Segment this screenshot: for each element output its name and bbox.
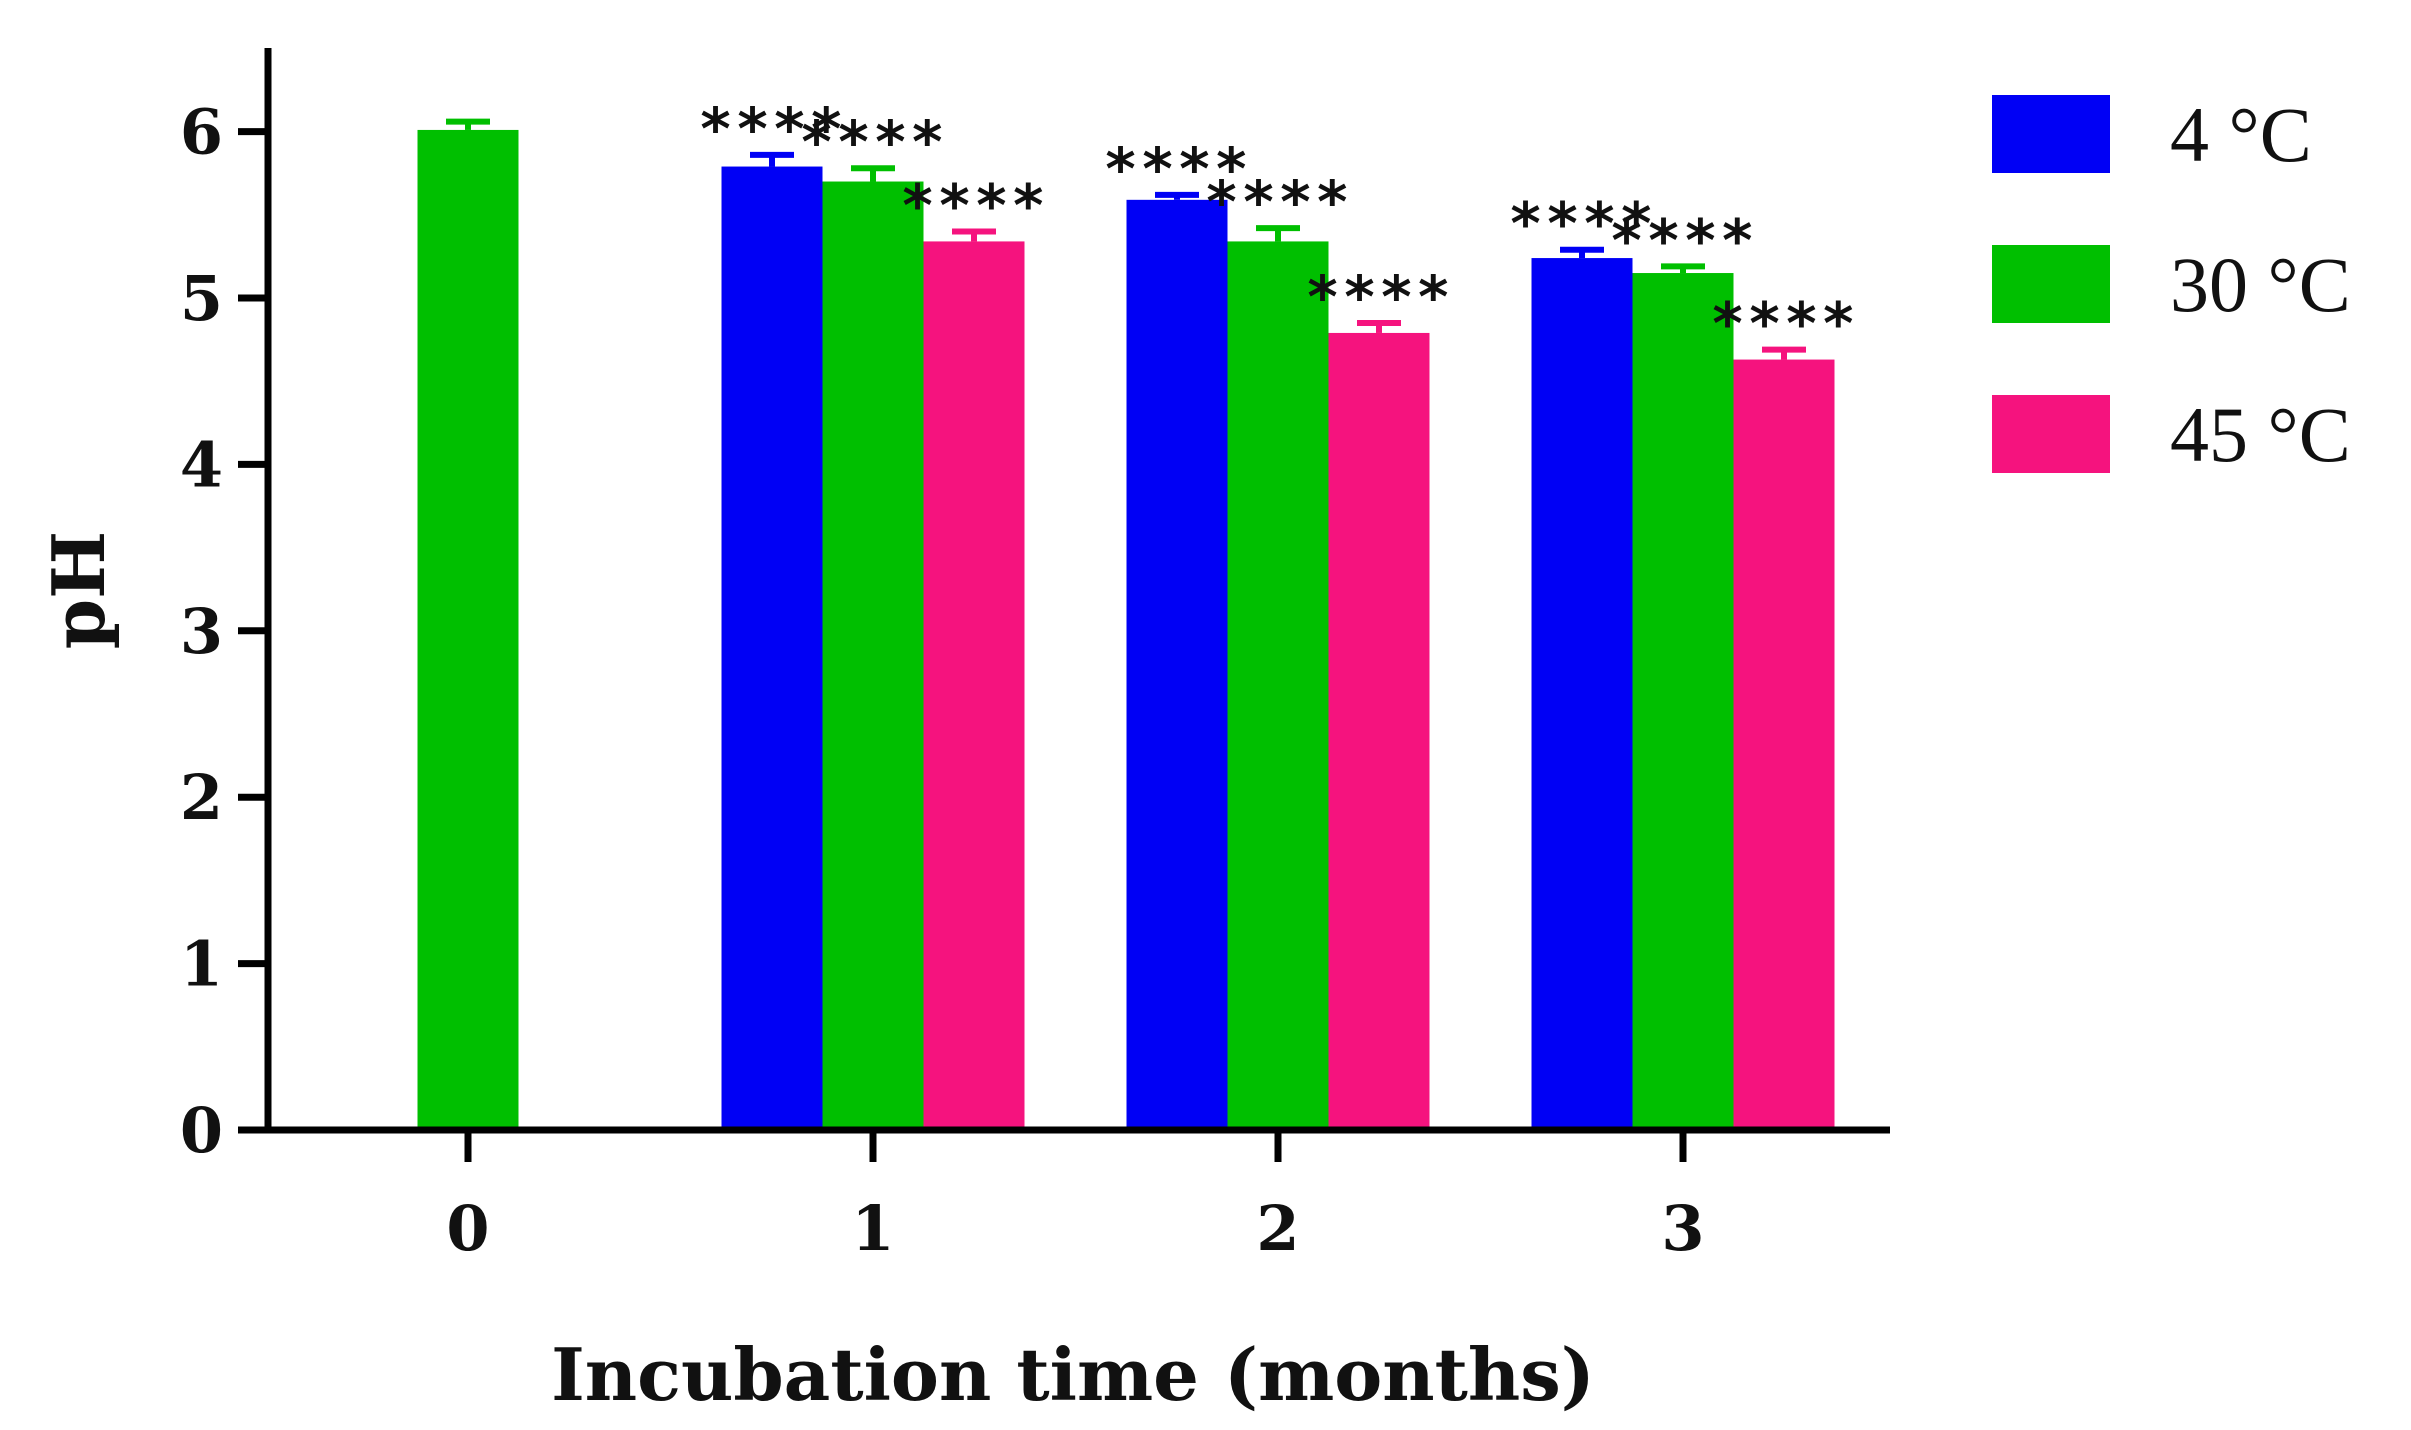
legend: 4 °C 30 °C 45 °C	[1992, 91, 2351, 478]
x-ticks: 0 1 2 3	[446, 1130, 1705, 1265]
x-tick-label: 2	[1256, 1192, 1299, 1265]
error-bar-4C-month-1	[750, 151, 794, 167]
x-tick-label: 0	[446, 1192, 489, 1265]
significance-label: ****	[1204, 168, 1352, 236]
y-tick-label: 2	[180, 761, 223, 834]
significance-label: ****	[1305, 263, 1453, 331]
bar-4C-month-3	[1531, 258, 1633, 1131]
x-axis-title: Incubation time (months)	[551, 1332, 1595, 1417]
legend-label: 30 °C	[2170, 241, 2351, 328]
x-tick-label: 1	[851, 1192, 894, 1265]
significance-label: ****	[1609, 206, 1757, 274]
error-bar-30C-month-1	[851, 165, 895, 182]
legend-swatch	[1992, 395, 2110, 473]
y-tick-label: 0	[180, 1094, 223, 1167]
y-tick-label: 5	[180, 262, 223, 335]
y-tick-label: 1	[180, 928, 223, 1001]
y-tick-label: 4	[180, 428, 223, 501]
error-bar-45C-month-1	[952, 228, 996, 242]
bars-layer	[417, 129, 1835, 1131]
y-axis-title: pH	[36, 531, 121, 649]
error-bar-30C-month-3	[1661, 263, 1705, 274]
error-bars-layer	[446, 118, 1806, 360]
bar-30C-month-1	[822, 181, 924, 1130]
error-bar-4C-month-2	[1155, 191, 1199, 200]
error-bar-45C-month-3	[1762, 346, 1806, 360]
error-bar-4C-month-3	[1560, 246, 1604, 259]
significance-label: ****	[1508, 190, 1656, 258]
significance-label: ****	[1103, 135, 1251, 203]
y-tick-label: 3	[180, 595, 223, 668]
significance-label: ****	[900, 171, 1048, 239]
bar-45C-month-2	[1328, 332, 1430, 1131]
significance-label: ****	[698, 95, 846, 163]
bar-45C-month-1	[923, 241, 1025, 1130]
bar-30C-month-2	[1227, 241, 1329, 1130]
legend-label: 4 °C	[2170, 91, 2312, 178]
x-tick-label: 3	[1661, 1192, 1704, 1265]
legend-swatch	[1992, 245, 2110, 323]
legend-swatch	[1992, 95, 2110, 173]
error-bar-30C-month-0	[446, 118, 490, 130]
error-bar-30C-month-2	[1256, 225, 1300, 242]
bar-4C-month-2	[1126, 199, 1228, 1131]
bar-30C-month-3	[1632, 273, 1734, 1130]
y-tick-label: 6	[180, 96, 223, 169]
axes-layer	[264, 48, 1890, 1134]
significance-label: ****	[1710, 290, 1858, 358]
bar-45C-month-3	[1733, 359, 1835, 1130]
error-bar-45C-month-2	[1357, 319, 1401, 333]
y-ticks: 0 1 2 3 4 5 6	[180, 96, 268, 1167]
bar-4C-month-1	[721, 166, 823, 1130]
bar-30C-month-0	[417, 129, 519, 1130]
legend-label: 45 °C	[2170, 391, 2351, 478]
significance-label: ****	[799, 108, 947, 176]
significance-layer: ************************************	[698, 95, 1858, 358]
